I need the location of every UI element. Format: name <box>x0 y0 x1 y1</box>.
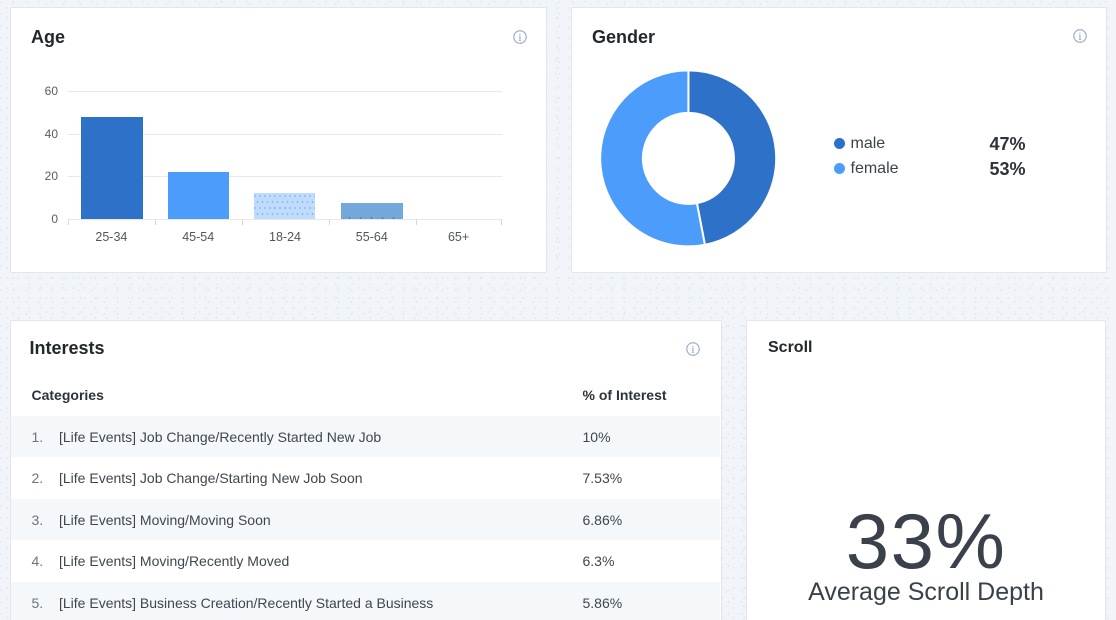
svg-text:i: i <box>1079 32 1082 43</box>
svg-text:i: i <box>692 345 695 356</box>
svg-text:i: i <box>519 33 522 44</box>
